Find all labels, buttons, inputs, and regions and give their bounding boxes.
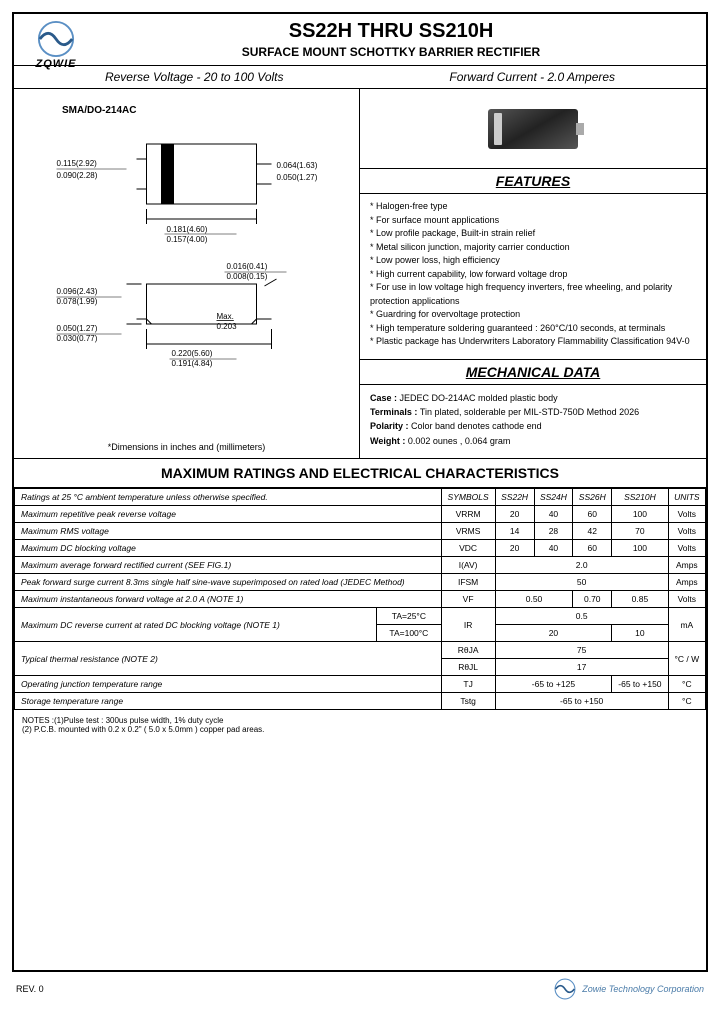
product-title: SS22H THRU SS210H [84, 20, 698, 43]
table-row: Peak forward surge current 8.3ms single … [15, 574, 706, 591]
logo-block: ZQWIE [26, 20, 86, 70]
dimension-note: *Dimensions in inches and (millimeters) [14, 442, 359, 452]
svg-text:Max.: Max. [217, 312, 234, 321]
upper-content: SMA/DO-214AC 0.115(2.92) 0.090(2.28) [14, 89, 706, 458]
table-header-row: Ratings at 25 °C ambient temperature unl… [15, 489, 706, 506]
mechanical-heading: MECHANICAL DATA [360, 360, 706, 385]
svg-text:0.064(1.63): 0.064(1.63) [277, 161, 318, 170]
feature-item: Halogen-free type [370, 200, 696, 214]
header: SS22H THRU SS210H SURFACE MOUNT SCHOTTKY… [14, 14, 706, 66]
svg-text:0.115(2.92): 0.115(2.92) [57, 159, 98, 168]
svg-text:0.016(0.41): 0.016(0.41) [227, 262, 268, 271]
svg-text:0.220(5.60): 0.220(5.60) [172, 349, 213, 358]
features-list: Halogen-free type For surface mount appl… [360, 194, 706, 360]
svg-text:0.157(4.00): 0.157(4.00) [167, 235, 208, 244]
mech-case: Case : JEDEC DO-214AC molded plastic bod… [370, 391, 696, 405]
mech-polarity: Polarity : Color band denotes cathode en… [370, 419, 696, 433]
table-row: Maximum instantaneous forward voltage at… [15, 591, 706, 608]
svg-text:0.090(2.28): 0.090(2.28) [57, 171, 98, 180]
feature-item: Metal silicon junction, majority carrier… [370, 241, 696, 255]
svg-text:0.050(1.27): 0.050(1.27) [277, 173, 318, 182]
svg-text:0.008(0.15): 0.008(0.15) [227, 272, 268, 281]
svg-text:0.181(4.60): 0.181(4.60) [167, 225, 208, 234]
table-row: Storage temperature rangeTstg-65 to +150… [15, 693, 706, 710]
footer-company: Zowie Technology Corporation [554, 978, 704, 1000]
col-symbols: SYMBOLS [441, 489, 495, 506]
feature-item: For use in low voltage high frequency in… [370, 281, 696, 308]
svg-text:0.191(4.84): 0.191(4.84) [172, 359, 213, 368]
table-row: Maximum DC reverse current at rated DC b… [15, 608, 706, 625]
product-subtitle: SURFACE MOUNT SCHOTTKY BARRIER RECTIFIER [84, 45, 698, 59]
ratings-table: Ratings at 25 °C ambient temperature unl… [14, 488, 706, 710]
revision-label: REV. 0 [16, 984, 44, 994]
package-label: SMA/DO-214AC [62, 105, 351, 116]
col-ss22h: SS22H [495, 489, 534, 506]
svg-text:0.078(1.99): 0.078(1.99) [57, 297, 98, 306]
col-ss24h: SS24H [534, 489, 573, 506]
mechanical-drawing: 0.115(2.92) 0.090(2.28) 0.064(1.63) 0.05… [22, 124, 351, 384]
feature-item: Low profile package, Built-in strain rel… [370, 227, 696, 241]
feature-item: High temperature soldering guaranteed : … [370, 322, 696, 336]
svg-text:0.030(0.77): 0.030(0.77) [57, 334, 98, 343]
company-logo-icon [554, 978, 576, 1000]
datasheet-page: ZQWIE SS22H THRU SS210H SURFACE MOUNT SC… [0, 0, 720, 1012]
feature-item: High current capability, low forward vol… [370, 268, 696, 282]
col-ss26h: SS26H [573, 489, 612, 506]
product-photo [360, 89, 706, 169]
mech-terminals: Terminals : Tin plated, solderable per M… [370, 405, 696, 419]
feature-item: For surface mount applications [370, 214, 696, 228]
table-row: Maximum DC blocking voltageVDC204060100V… [15, 540, 706, 557]
package-drawing-panel: SMA/DO-214AC 0.115(2.92) 0.090(2.28) [14, 89, 360, 458]
mech-weight: Weight : 0.002 ounes , 0.064 gram [370, 434, 696, 448]
svg-text:0.203: 0.203 [217, 322, 238, 331]
mechanical-data: Case : JEDEC DO-214AC molded plastic bod… [360, 385, 706, 459]
feature-item: Guardring for overvoltage protection [370, 308, 696, 322]
forward-current-spec: Forward Current - 2.0 Amperes [449, 70, 615, 84]
feature-item: Low power loss, high efficiency [370, 254, 696, 268]
reverse-voltage-spec: Reverse Voltage - 20 to 100 Volts [105, 70, 284, 84]
page-border: ZQWIE SS22H THRU SS210H SURFACE MOUNT SC… [12, 12, 708, 972]
feature-item: Plastic package has Underwriters Laborat… [370, 335, 696, 349]
specs-panel: FEATURES Halogen-free type For surface m… [360, 89, 706, 458]
table-row: Maximum repetitive peak reverse voltageV… [15, 506, 706, 523]
col-desc: Ratings at 25 °C ambient temperature unl… [15, 489, 442, 506]
table-row: Typical thermal resistance (NOTE 2)RθJA7… [15, 642, 706, 659]
features-heading: FEATURES [360, 169, 706, 194]
ratings-heading: MAXIMUM RATINGS AND ELECTRICAL CHARACTER… [14, 458, 706, 488]
spec-summary: Reverse Voltage - 20 to 100 Volts Forwar… [14, 66, 706, 89]
col-ss210h: SS210H [612, 489, 668, 506]
logo-text: ZQWIE [26, 58, 86, 70]
company-logo-icon [37, 20, 75, 58]
table-row: Maximum average forward rectified curren… [15, 557, 706, 574]
svg-text:0.096(2.43): 0.096(2.43) [57, 287, 98, 296]
page-footer: REV. 0 Zowie Technology Corporation [12, 972, 708, 1000]
col-units: UNITS [668, 489, 705, 506]
company-name: Zowie Technology Corporation [582, 984, 704, 994]
table-row: Operating junction temperature rangeTJ-6… [15, 676, 706, 693]
svg-text:0.050(1.27): 0.050(1.27) [57, 324, 98, 333]
table-notes: NOTES :(1)Pulse test : 300us pulse width… [14, 710, 706, 740]
table-row: Maximum RMS voltageVRMS14284270Volts [15, 523, 706, 540]
chip-icon [488, 109, 578, 149]
